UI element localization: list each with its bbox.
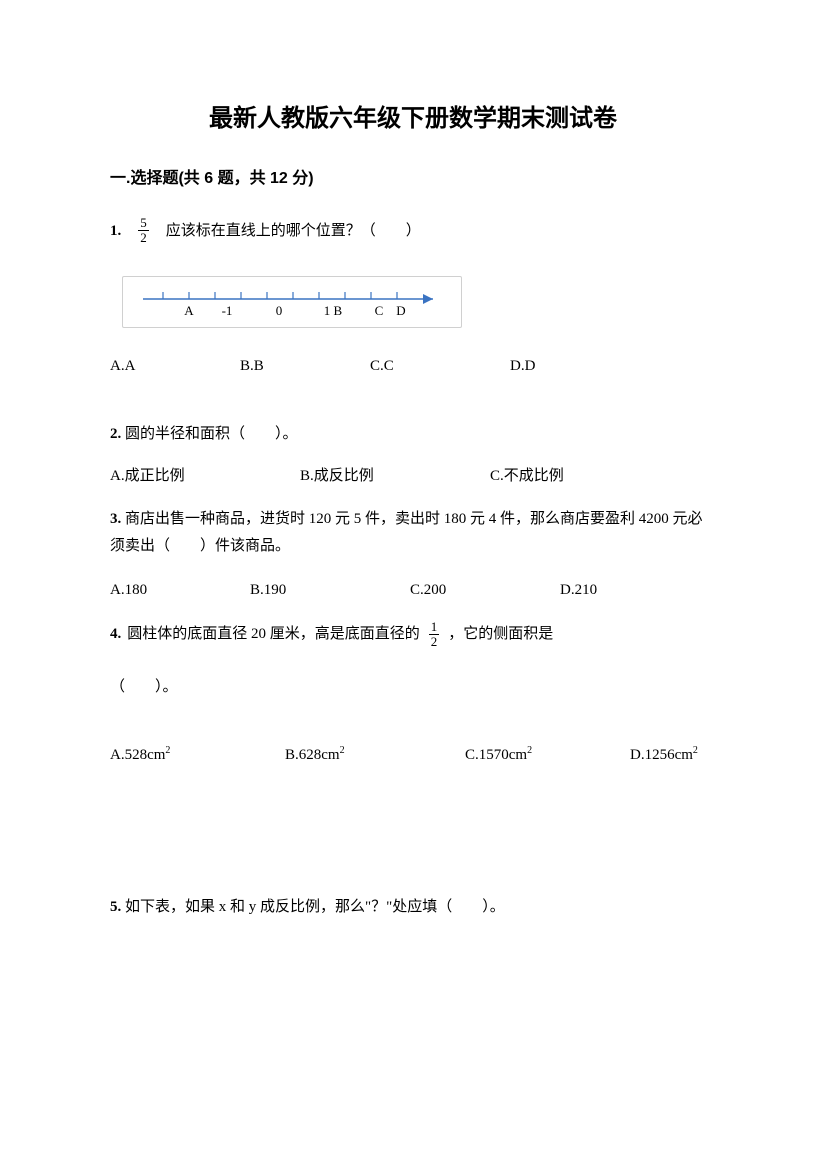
q5-text: 如下表，如果 x 和 y 成反比例，那么"？"处应填（ ）。 [125, 899, 505, 915]
q4-number: 4. [110, 622, 121, 646]
question-3: 3. 商店出售一种商品，进货时 120 元 5 件，卖出时 180 元 4 件，… [110, 506, 716, 598]
q4-options: A.528cm2 B.628cm2 C.1570cm2 D.1256cm2 [110, 743, 716, 763]
q2-number: 2. [110, 426, 121, 442]
q2-text: 圆的半径和面积（ ）。 [125, 426, 298, 442]
q1-opt-a: A.A [110, 354, 135, 378]
q3-number: 3. [110, 511, 121, 527]
svg-text:0: 0 [276, 303, 283, 318]
q3-text: 商店出售一种商品，进货时 120 元 5 件，卖出时 180 元 4 件，那么商… [110, 511, 703, 554]
section-1-header: 一.选择题(共 6 题，共 12 分) [110, 166, 716, 192]
question-4: 4. 圆柱体的底面直径 20 厘米，高是底面直径的 1 2 ，它的侧面积是 （ … [110, 620, 716, 764]
q3-options: A.180 B.190 C.200 D.210 [110, 578, 716, 598]
q2-opt-a: A.成正比例 [110, 464, 185, 488]
q3-opt-b: B.190 [250, 578, 286, 602]
q4-frac-numerator: 1 [429, 620, 440, 635]
q2-options: A.成正比例 B.成反比例 C.不成比例 [110, 464, 716, 484]
q1-fraction: 5 2 [138, 216, 149, 246]
q3-opt-d: D.210 [560, 578, 597, 602]
question-2: 2. 圆的半径和面积（ ）。 A.成正比例 B.成反比例 C.不成比例 [110, 422, 716, 484]
q3-opt-c: C.200 [410, 578, 446, 602]
q4-frac-denominator: 2 [429, 635, 440, 649]
q4-opt-c: C.1570cm2 [465, 743, 532, 767]
q4-opt-d-text: D.1256cm [630, 747, 693, 763]
q4-opt-d: D.1256cm2 [630, 743, 698, 767]
svg-text:-1: -1 [222, 303, 233, 318]
q3-opt-a: A.180 [110, 578, 147, 602]
q4-text-line2: （ ）。 [110, 675, 716, 699]
q4-text-after: ，它的侧面积是 [448, 622, 553, 646]
q1-opt-b: B.B [240, 354, 264, 378]
q5-number: 5. [110, 899, 121, 915]
q1-opt-c: C.C [370, 354, 394, 378]
q1-options: A.A B.B C.C D.D [110, 354, 716, 374]
q1-numberline: A -1 0 1 B CD [122, 276, 462, 328]
q1-frac-denominator: 2 [138, 231, 149, 245]
q4-opt-b: B.628cm2 [285, 743, 345, 767]
q4-opt-b-sup: 2 [340, 745, 345, 756]
q4-opt-d-sup: 2 [693, 745, 698, 756]
question-5: 5. 如下表，如果 x 和 y 成反比例，那么"？"处应填（ ）。 [110, 895, 716, 919]
q1-numberline-container: A -1 0 1 B CD [122, 276, 716, 328]
numberline-svg: A -1 0 1 B CD [123, 277, 463, 329]
q4-fraction: 1 2 [429, 620, 440, 650]
q1-number: 1. [110, 219, 121, 243]
q1-frac-numerator: 5 [138, 216, 149, 231]
q4-opt-a: A.528cm2 [110, 743, 170, 767]
q2-opt-c: C.不成比例 [490, 464, 564, 488]
svg-text:A: A [184, 303, 194, 318]
svg-text:D: D [396, 303, 405, 318]
q1-text: 应该标在直线上的哪个位置？（ ） [166, 219, 421, 243]
q2-opt-b: B.成反比例 [300, 464, 374, 488]
q4-opt-a-sup: 2 [165, 745, 170, 756]
svg-text:1 B: 1 B [324, 303, 343, 318]
q4-opt-c-sup: 2 [527, 745, 532, 756]
q4-opt-a-text: A.528cm [110, 747, 165, 763]
q1-opt-d: D.D [510, 354, 535, 378]
q4-opt-b-text: B.628cm [285, 747, 340, 763]
q4-opt-c-text: C.1570cm [465, 747, 527, 763]
q4-text-before: 圆柱体的底面直径 20 厘米，高是底面直径的 [127, 622, 420, 646]
document-title: 最新人教版六年级下册数学期末测试卷 [110, 100, 716, 138]
question-1: 1. 5 2 应该标在直线上的哪个位置？（ ） A -1 0 1 B CD A.A B.… [110, 216, 716, 374]
svg-text:C: C [375, 303, 384, 318]
